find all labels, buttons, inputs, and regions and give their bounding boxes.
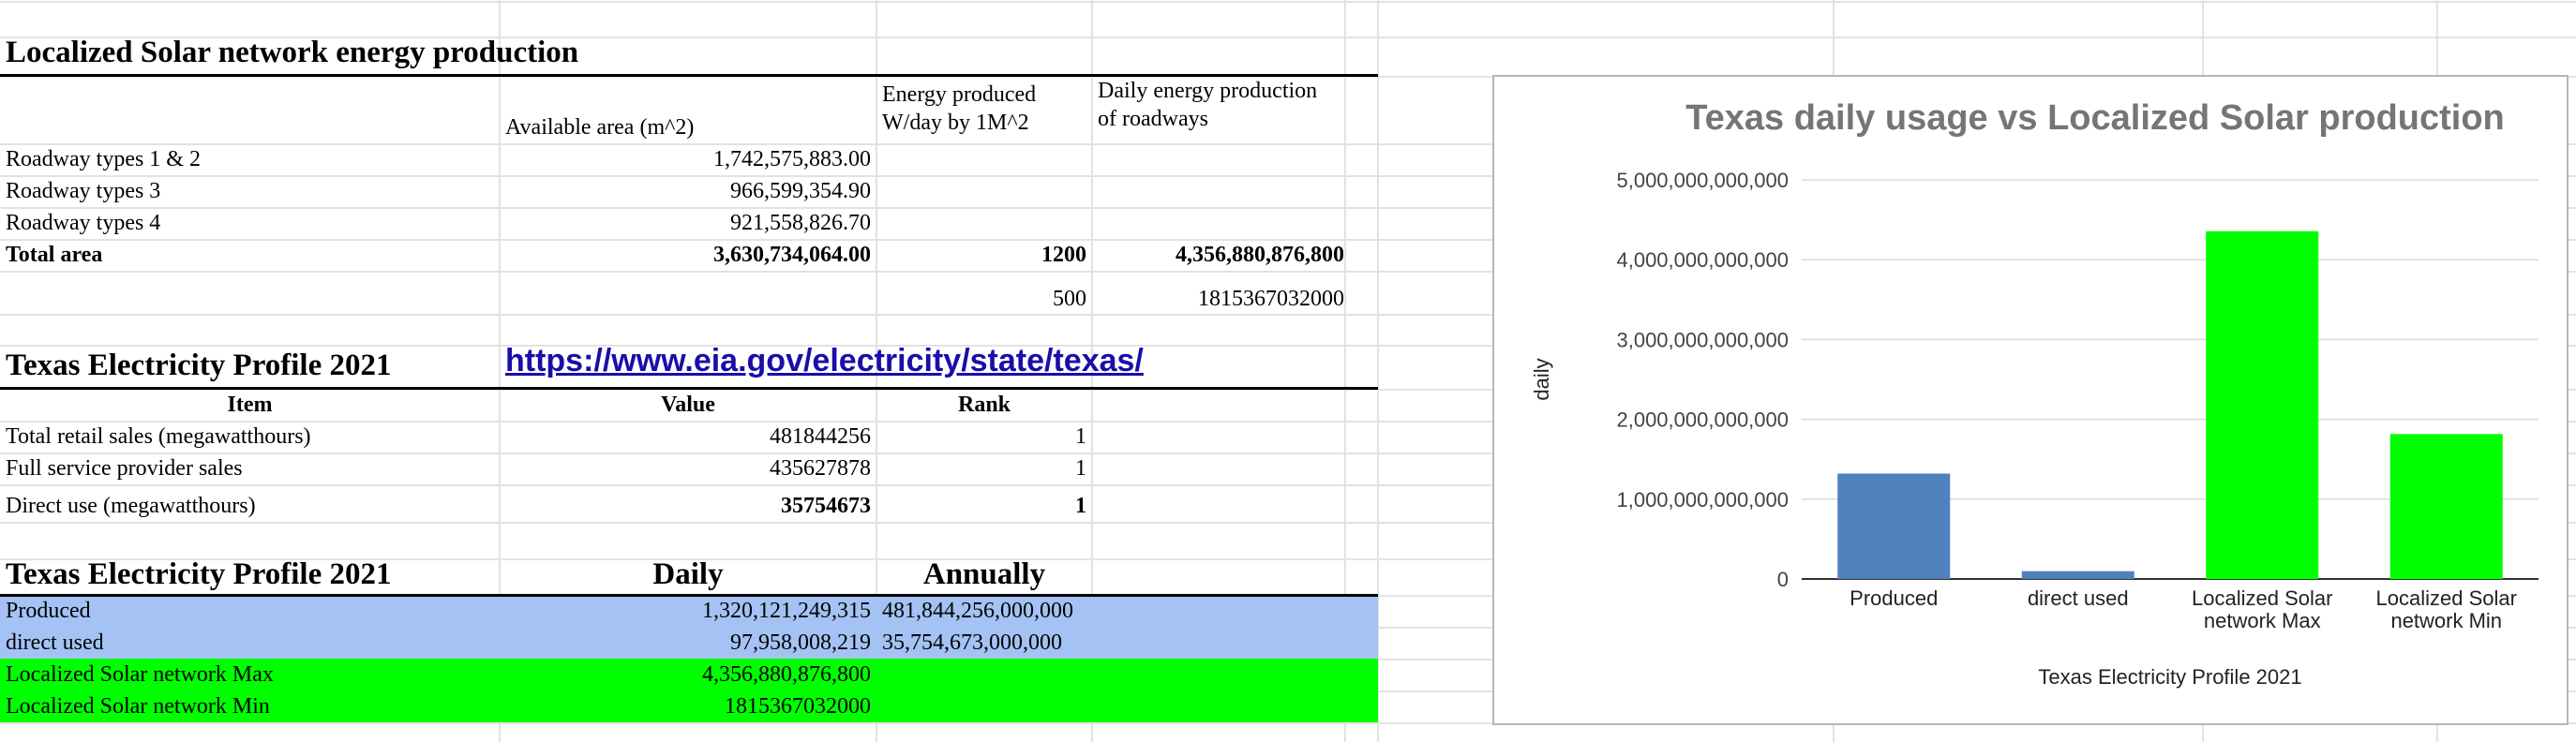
row-roadway-1-2-area[interactable]: 1,742,575,883.00 [713, 147, 871, 171]
cmp-solar-min-daily[interactable]: 1815367032000 [725, 694, 871, 719]
header-item[interactable]: Item [227, 393, 273, 417]
bar-chart: Texas daily usage vs Localized Solar pro… [1530, 98, 2539, 689]
bar-direct-used[interactable] [2021, 571, 2134, 579]
band-produced [0, 595, 1378, 627]
header-daily-energy[interactable]: Daily energy production of roadways [1098, 79, 1318, 131]
comparison-section-title[interactable]: Texas Electricity Profile 2021 [6, 557, 392, 591]
profile-row-provider-label[interactable]: Full service provider sales [6, 456, 243, 481]
y-tick-label: 3,000,000,000,000 [1616, 328, 1789, 351]
y-tick-label: 4,000,000,000,000 [1616, 248, 1789, 272]
cmp-produced-annually[interactable]: 481,844,256,000,000 [882, 599, 1073, 623]
x-tick-label: network Min [2390, 609, 2502, 632]
bar-localized-solar-network-min[interactable] [2389, 434, 2503, 579]
header-energy-produced[interactable]: Energy produced W/day by 1M^2 [882, 82, 1037, 135]
band-direct-used [0, 627, 1378, 659]
header-annually[interactable]: Annually [922, 557, 1046, 591]
row-roadway-3-area[interactable]: 966,599,354.90 [730, 179, 871, 203]
header-daily[interactable]: Daily [652, 557, 724, 591]
solar-header-rule [0, 74, 1378, 77]
profile-row-retail-label[interactable]: Total retail sales (megawatthours) [6, 424, 311, 449]
profile-section-title[interactable]: Texas Electricity Profile 2021 [6, 349, 392, 382]
eia-link[interactable]: https://www.eia.gov/electricity/state/te… [505, 343, 1144, 378]
x-tick-label: network Max [2204, 609, 2321, 632]
cmp-solar-max-label[interactable]: Localized Solar network Max [6, 662, 274, 687]
header-value[interactable]: Value [661, 393, 715, 417]
row-roadway-4-area[interactable]: 921,558,826.70 [730, 211, 871, 235]
chart-title: Texas daily usage vs Localized Solar pro… [1685, 98, 2505, 138]
profile-row-provider-rank[interactable]: 1 [1075, 456, 1086, 481]
cmp-produced-daily[interactable]: 1,320,121,249,315 [702, 599, 871, 623]
y-axis-title: daily [1530, 358, 1553, 400]
cmp-direct-annually[interactable]: 35,754,673,000,000 [882, 631, 1062, 655]
cmp-produced-label[interactable]: Produced [6, 599, 91, 623]
cmp-direct-label[interactable]: direct used [6, 631, 104, 655]
alt-energy-per-m2[interactable]: 500 [1053, 287, 1086, 311]
y-tick-label: 1,000,000,000,000 [1616, 488, 1789, 512]
bar-localized-solar-network-max[interactable] [2206, 230, 2319, 579]
y-tick-label: 5,000,000,000,000 [1616, 169, 1789, 192]
bar-produced[interactable] [1837, 473, 1951, 579]
y-tick-label: 0 [1777, 568, 1789, 591]
band-solar-max [0, 659, 1378, 690]
profile-header-rule [0, 387, 1378, 390]
cmp-direct-daily[interactable]: 97,958,008,219 [730, 631, 871, 655]
x-tick-label: Localized Solar [2376, 586, 2517, 610]
x-axis-title: Texas Electricity Profile 2021 [2038, 665, 2301, 689]
comparison-header-rule [0, 594, 1378, 597]
x-tick-label: Localized Solar [2192, 586, 2332, 610]
profile-row-retail-value[interactable]: 481844256 [770, 424, 871, 449]
cmp-solar-min-label[interactable]: Localized Solar network Min [6, 694, 270, 719]
total-energy-per-m2[interactable]: 1200 [1041, 243, 1086, 267]
y-tick-label: 2,000,000,000,000 [1616, 408, 1789, 432]
x-tick-label: Produced [1850, 586, 1938, 610]
x-tick-label: direct used [2028, 586, 2129, 610]
header-rank[interactable]: Rank [957, 393, 1011, 417]
profile-row-direct-label[interactable]: Direct use (megawatthours) [6, 494, 256, 518]
profile-row-direct-rank[interactable]: 1 [1075, 494, 1086, 518]
total-area-value[interactable]: 3,630,734,064.00 [713, 243, 871, 267]
band-solar-min [0, 690, 1378, 722]
alt-daily-production[interactable]: 1815367032000 [1198, 287, 1344, 311]
chart-container[interactable]: Texas daily usage vs Localized Solar pro… [1492, 75, 2569, 725]
header-available-area[interactable]: Available area (m^2) [505, 115, 695, 140]
total-area-label[interactable]: Total area [6, 243, 103, 267]
row-roadway-1-2-label[interactable]: Roadway types 1 & 2 [6, 147, 201, 171]
row-roadway-4-label[interactable]: Roadway types 4 [6, 211, 161, 235]
total-daily-production[interactable]: 4,356,880,876,800 [1176, 243, 1344, 267]
row-roadway-3-label[interactable]: Roadway types 3 [6, 179, 161, 203]
profile-row-direct-value[interactable]: 35754673 [781, 494, 871, 518]
profile-row-provider-value[interactable]: 435627878 [770, 456, 871, 481]
cmp-solar-max-daily[interactable]: 4,356,880,876,800 [702, 662, 871, 687]
profile-row-retail-rank[interactable]: 1 [1075, 424, 1086, 449]
solar-section-title[interactable]: Localized Solar network energy productio… [6, 36, 579, 69]
